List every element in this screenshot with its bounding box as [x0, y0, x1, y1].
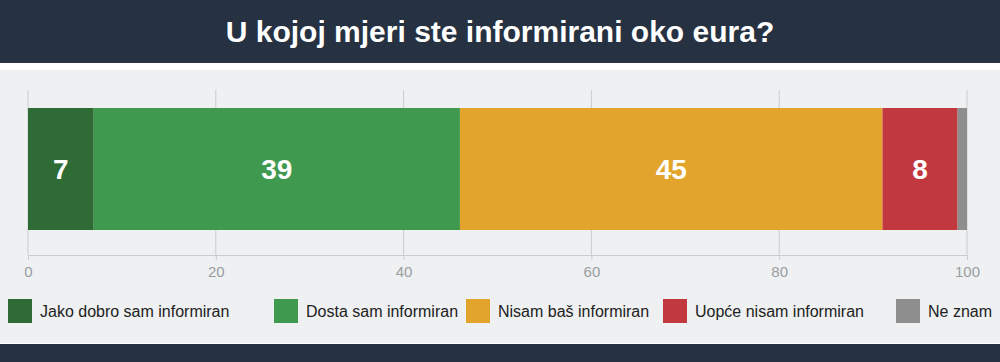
tick: 0	[24, 255, 32, 280]
legend-label: Nisam baš informiran	[498, 303, 649, 320]
bars	[28, 108, 967, 230]
legend-item: Ne znam	[896, 299, 992, 323]
bar-segment	[460, 108, 883, 230]
tick-mark	[404, 255, 405, 260]
tick: 80	[771, 255, 788, 280]
legend-item: Uopće nisam informiran	[663, 299, 864, 323]
tick: 60	[584, 255, 601, 280]
tick-mark	[591, 255, 592, 260]
bottom-band	[0, 344, 1000, 362]
tick-mark	[967, 255, 968, 260]
tick-label: 0	[24, 263, 32, 280]
tick-label: 100	[955, 263, 980, 280]
bar-segment	[958, 108, 967, 230]
legend-item: Nisam baš informiran	[466, 299, 649, 323]
tick-mark	[779, 255, 780, 260]
axis-line	[29, 256, 968, 261]
legend-swatch	[896, 299, 920, 323]
tick-label: 20	[208, 263, 225, 280]
legend-label: Jako dobro sam informiran	[40, 303, 229, 320]
tick-label: 60	[584, 263, 601, 280]
legend-label: Dosta sam informiran	[306, 303, 458, 320]
tick-mark	[28, 255, 29, 260]
tick-label: 80	[771, 263, 788, 280]
bar-segment	[882, 108, 957, 230]
title-band	[0, 0, 1000, 63]
legend-swatch	[663, 299, 687, 323]
data-label: 45	[656, 154, 687, 185]
data-label: 8	[912, 154, 928, 185]
legend-item: Dosta sam informiran	[274, 299, 458, 323]
data-labels: 7 39 45 8	[53, 154, 928, 185]
tick: 40	[396, 255, 413, 280]
tick: 100	[955, 255, 980, 280]
tick-label: 40	[396, 263, 413, 280]
legend-swatch	[8, 299, 32, 323]
title: U kojoj mjeri ste informirani oko eura?	[226, 15, 774, 48]
bar-segment	[94, 108, 460, 230]
grid	[28, 90, 967, 255]
plot-background	[0, 70, 1000, 343]
page-background	[0, 0, 1000, 362]
x-axis: 0 20 40 60 80 100	[24, 255, 980, 280]
data-label: 39	[261, 154, 292, 185]
legend-swatch	[466, 299, 490, 323]
legend-label: Uopće nisam informiran	[695, 303, 864, 320]
legend-label: Ne znam	[928, 303, 992, 320]
tick: 20	[208, 255, 225, 280]
legend-item: Jako dobro sam informiran	[8, 299, 229, 323]
data-label: 7	[53, 154, 69, 185]
legend: Jako dobro sam informiran Dosta sam infor…	[8, 299, 992, 323]
bar-segment	[28, 108, 94, 230]
tick-mark	[216, 255, 217, 260]
legend-swatch	[274, 299, 298, 323]
